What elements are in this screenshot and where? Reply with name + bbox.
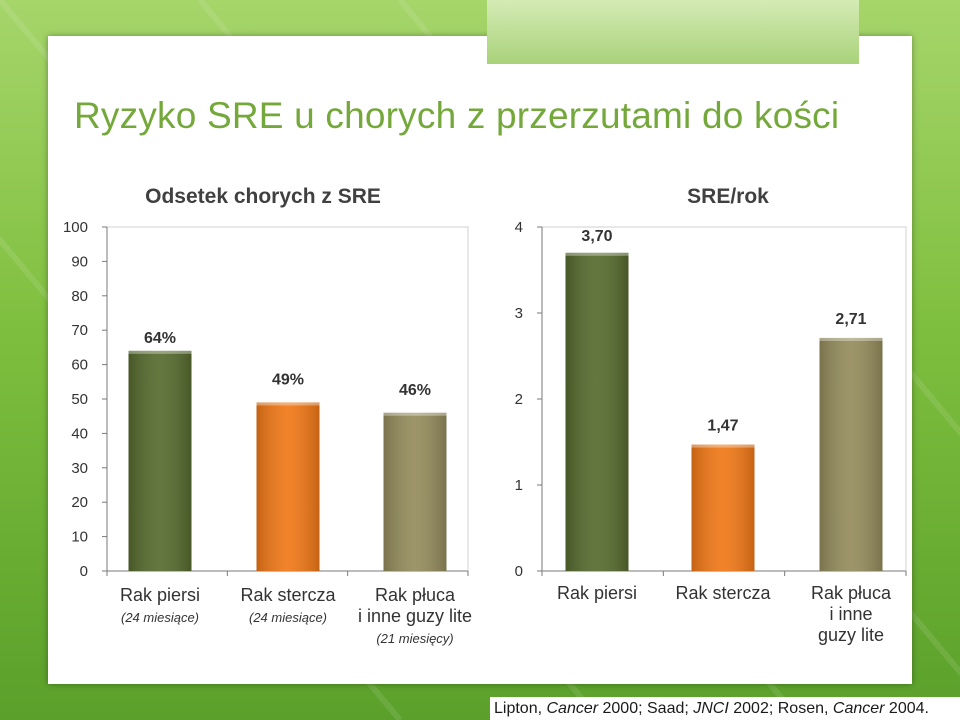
chart-title: Odsetek chorych z SRE: [145, 185, 381, 208]
y-tick-label: 0: [515, 563, 523, 580]
data-label: 1,47: [707, 418, 738, 435]
citation-part-0: Lipton,: [494, 700, 547, 717]
data-label: 64%: [144, 330, 176, 347]
chart-percent-sre: 0 10 20 30 40 50 60 70 80 90 100 Odsetek chorych z …: [63, 185, 472, 646]
category-label: Rak płuca: [811, 583, 892, 603]
y-tick-label: 30: [71, 460, 88, 477]
category-label: Rak stercza: [675, 583, 771, 603]
y-tick-label: 1: [515, 477, 523, 494]
chart-sre-per-year: 0 1 2 3 4 SRE/rok 3,70 Rak piersi 1,47 Rak stercz…: [515, 185, 907, 645]
y-tick-label: 0: [80, 563, 88, 580]
y-tick-label: 60: [71, 357, 88, 374]
y-tick-label: 40: [71, 425, 88, 442]
category-label: Rak stercza: [240, 585, 336, 605]
bar-shading: [256, 402, 320, 571]
y-tick-label: 50: [71, 391, 88, 408]
slide-title: Ryzyko SRE u chorych z przerzutami do ko…: [74, 95, 840, 136]
y-tick-label: 20: [71, 494, 88, 511]
category-note: (24 miesiące): [249, 610, 327, 625]
bar-highlight: [565, 252, 629, 256]
bar-highlight: [128, 350, 192, 354]
y-tick-label: 70: [71, 322, 88, 339]
y-tick-label: 2: [515, 391, 523, 408]
category-note: (24 miesiące): [121, 610, 199, 625]
category-label: guzy lite: [818, 625, 884, 645]
category-note: (21 miesięcy): [376, 631, 453, 646]
bar-highlight: [691, 444, 755, 448]
citation-part-4: 2002; Rosen,: [728, 700, 833, 717]
bar-shading: [819, 337, 883, 571]
bar-highlight: [256, 402, 320, 406]
citation-part-3: JNCI: [693, 700, 729, 717]
slide-card: [48, 36, 912, 684]
citation-part-5: Cancer: [832, 700, 885, 717]
y-tick-label: 80: [71, 288, 88, 305]
category-label: Rak piersi: [120, 585, 200, 605]
category-label: Rak piersi: [557, 583, 637, 603]
data-label: 2,71: [835, 311, 866, 328]
category-label: i inne guzy lite: [358, 606, 472, 626]
y-tick-label: 4: [515, 219, 523, 236]
y-tick-label: 10: [71, 529, 88, 546]
bar-shading: [128, 350, 192, 571]
data-label: 3,70: [581, 228, 612, 245]
data-label: 46%: [399, 382, 431, 399]
data-label: 49%: [272, 371, 304, 388]
citation-part-1: Cancer: [546, 700, 599, 717]
category-label: Rak płuca: [375, 585, 456, 605]
citation: Lipton, Cancer 2000; Saad; JNCI 2002; Ro…: [490, 697, 960, 720]
bar-highlight: [383, 412, 447, 416]
y-tick-label: 3: [515, 305, 523, 322]
bar-highlight: [819, 337, 883, 341]
bar-shading: [565, 252, 629, 572]
chart-title: SRE/rok: [687, 185, 769, 208]
citation-part-6: 2004.: [884, 700, 929, 717]
y-tick-label: 90: [71, 253, 88, 270]
category-label: i inne: [829, 604, 872, 624]
bar-shading: [691, 444, 755, 571]
y-tick-label: 100: [63, 219, 88, 236]
decorative-tab: [487, 0, 859, 64]
bar-shading: [383, 412, 447, 571]
citation-part-2: 2000; Saad;: [598, 700, 694, 717]
